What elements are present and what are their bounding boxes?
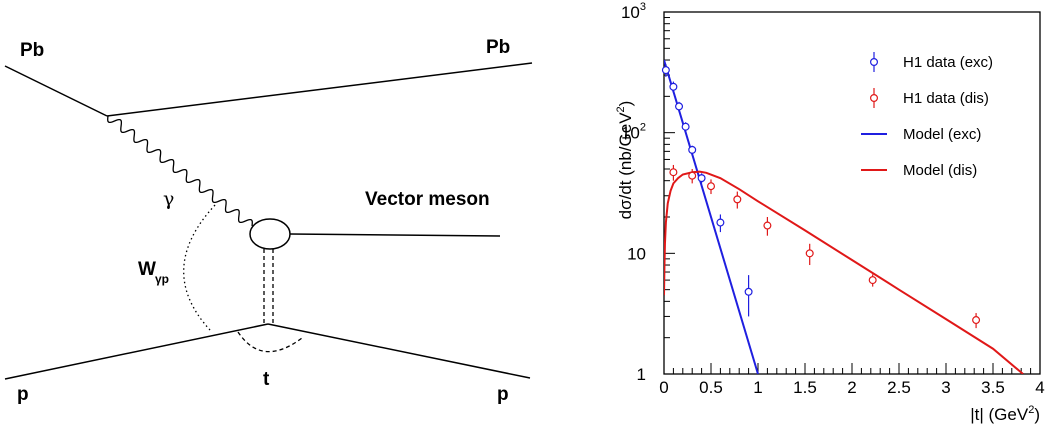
proton-incoming-line: [4, 323, 269, 380]
label-p-right: p: [497, 384, 509, 405]
data-point: [669, 164, 678, 181]
data-point: [733, 191, 742, 209]
legend-label: H1 data (dis): [903, 90, 989, 107]
legend-entry: Model (exc): [861, 126, 981, 143]
data-point: [972, 313, 981, 329]
data-point: [763, 217, 772, 236]
data-point: [706, 179, 715, 195]
marker: [669, 82, 678, 91]
y-axis-title: dσ/dt (nb/GeV2): [615, 101, 635, 220]
label-pb-left: Pb: [20, 40, 44, 61]
vector-meson-line: [289, 233, 501, 237]
label-w: W: [138, 259, 156, 280]
label-t: t: [263, 369, 270, 390]
data-points: [661, 64, 981, 329]
pb-incoming-line: [4, 65, 108, 117]
label-p-left: p: [17, 384, 29, 405]
x-axis-tick-labels: 0 0.5 1 1.5 2 2.5 3 3.5 4: [659, 378, 1044, 397]
data-point: [669, 81, 678, 93]
legend-marker-swatch: [869, 57, 878, 66]
y-axis-title-end: ): [616, 101, 635, 107]
legend-entry: H1 data (dis): [869, 88, 989, 108]
data-point: [697, 173, 706, 184]
label-pb-right: Pb: [486, 37, 510, 58]
x-tick-label: 3.5: [981, 378, 1005, 397]
legend-entry: H1 data (exc): [869, 52, 993, 72]
x-tick-label: 0: [659, 378, 668, 397]
marker: [669, 168, 678, 177]
photon-wavy-line: [107, 115, 253, 227]
model-line: [664, 170, 1024, 374]
model-curves: [664, 59, 1024, 374]
y-tick-label: 102: [621, 122, 646, 143]
legend-entry: Model (dis): [861, 162, 977, 179]
legend-marker-swatch: [869, 93, 878, 102]
proton-outgoing-line: [267, 323, 531, 379]
marker: [675, 102, 684, 111]
marker: [733, 195, 742, 204]
x-axis-title-sup: 2: [1028, 404, 1034, 416]
data-point: [688, 145, 697, 155]
legend: H1 data (exc) H1 data (dis) Model (exc) Mod…: [861, 52, 993, 179]
data-point: [688, 168, 697, 184]
data-point: [805, 243, 814, 266]
marker: [681, 122, 690, 131]
marker: [697, 174, 706, 183]
pb-outgoing-line: [106, 62, 533, 117]
w-gamma-p-arc: [183, 204, 216, 331]
marker: [661, 66, 670, 75]
label-vector-meson: Vector meson: [365, 189, 490, 210]
y-tick-label: 10: [627, 244, 646, 263]
data-point: [744, 275, 753, 317]
marker: [706, 182, 715, 191]
x-tick-label: 4: [1035, 378, 1044, 397]
legend-label: H1 data (exc): [903, 54, 993, 71]
x-tick-label: 3: [941, 378, 950, 397]
legend-label: Model (exc): [903, 126, 981, 143]
x-tick-label: 2: [847, 378, 856, 397]
y-tick-label: 103: [621, 1, 646, 22]
t-arc: [237, 331, 303, 353]
marker: [972, 316, 981, 325]
y-axis-tick-labels: 1 10 102 103: [621, 1, 646, 384]
chart: 0 0.5 1 1.5 2 2.5 3 3.5 4 1 10 102 103 |t| (GeV2) d…: [615, 1, 1045, 424]
x-tick-label: 0.5: [699, 378, 723, 397]
label-gamma: γ: [163, 188, 174, 210]
x-tick-label: 1.5: [793, 378, 817, 397]
marker: [716, 218, 725, 227]
x-tick-label: 2.5: [887, 378, 911, 397]
x-axis-title: |t| (GeV2): [970, 404, 1040, 424]
marker: [688, 171, 697, 180]
y-axis-title-sup: 2: [615, 106, 627, 112]
data-point: [681, 122, 690, 132]
feynman-diagram: Pb Pb γ Vector meson W γp t p p: [4, 37, 533, 405]
model-line: [664, 59, 759, 374]
marker: [688, 145, 697, 154]
data-point: [675, 101, 684, 112]
legend-label: Model (dis): [903, 162, 977, 179]
marker: [763, 221, 772, 230]
label-w-subscript: γp: [155, 272, 169, 286]
marker: [805, 249, 814, 258]
marker: [744, 287, 753, 296]
data-point: [868, 274, 877, 287]
data-point: [661, 64, 670, 77]
marker: [868, 276, 877, 285]
y-tick-label: 1: [637, 365, 646, 384]
x-axis-ticks: [663, 363, 1041, 374]
x-axis-title-end: ): [1034, 405, 1040, 424]
x-tick-label: 1: [753, 378, 762, 397]
data-point: [716, 214, 725, 233]
vertex-blob: [249, 218, 291, 250]
